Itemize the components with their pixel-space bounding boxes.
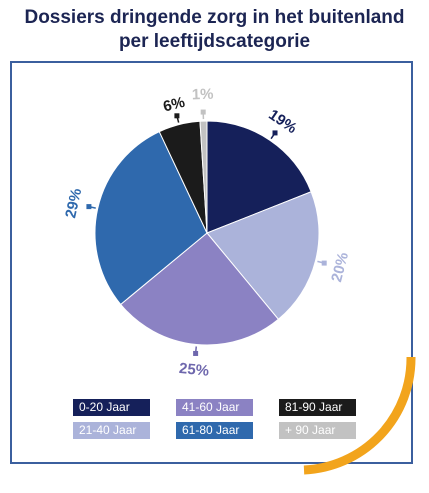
data-label: 6% bbox=[161, 94, 186, 116]
chart-title: Dossiers dringende zorg in het buitenlan… bbox=[0, 6, 429, 54]
pie-slice-0-20-jaar bbox=[206, 120, 312, 234]
chart-title-line-2: per leeftijdscategorie bbox=[118, 31, 311, 52]
data-label: 20% bbox=[328, 251, 352, 284]
leader-marker bbox=[174, 113, 180, 119]
leader-marker bbox=[272, 130, 278, 136]
leader-marker bbox=[200, 109, 206, 115]
data-label: 25% bbox=[178, 360, 209, 380]
pie-slice-61-80-jaar bbox=[94, 130, 208, 306]
legend-item-90-jaar: + 90 Jaar bbox=[279, 422, 356, 439]
legend-item-21-40-jaar: 21-40 Jaar bbox=[73, 422, 150, 439]
chart-title-line-1: Dossiers dringende zorg in het buitenlan… bbox=[24, 7, 405, 28]
legend-item-81-90-jaar: 81-90 Jaar bbox=[279, 399, 356, 416]
data-label: 1% bbox=[192, 86, 214, 104]
leader-marker bbox=[193, 350, 199, 356]
legend-item-0-20-jaar: 0-20 Jaar bbox=[73, 399, 150, 416]
pie-slice-41-60-jaar bbox=[119, 232, 280, 346]
legend-item-61-80-jaar: 61-80 Jaar bbox=[176, 422, 253, 439]
legend-item-41-60-jaar: 41-60 Jaar bbox=[176, 399, 253, 416]
pie-slice-90-jaar bbox=[199, 120, 208, 234]
data-label: 29% bbox=[62, 187, 85, 220]
chart-frame bbox=[10, 61, 413, 464]
leader-marker bbox=[86, 204, 92, 210]
leader-marker bbox=[321, 260, 327, 266]
pie-slice-21-40-jaar bbox=[206, 191, 320, 321]
